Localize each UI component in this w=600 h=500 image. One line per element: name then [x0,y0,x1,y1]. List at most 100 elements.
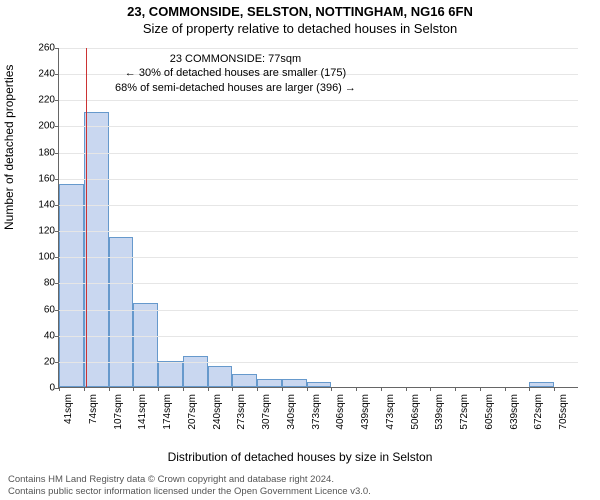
y-tick-label: 40 [25,330,55,341]
gridline [59,362,578,363]
x-tick-label: 473sqm [385,394,396,454]
gridline [59,100,578,101]
histogram-bar [158,361,183,387]
y-tick-label: 140 [25,199,55,210]
x-tick-label: 439sqm [360,394,371,454]
histogram-bar [208,366,233,387]
chart-title-line2: Size of property relative to detached ho… [0,21,600,36]
annotation-line3: 68% of semi-detached houses are larger (… [115,81,356,95]
y-tick-label: 160 [25,173,55,184]
gridline [59,231,578,232]
histogram-bar [257,379,282,387]
x-tick-mark [257,387,258,391]
x-tick-label: 539sqm [434,394,445,454]
y-tick-mark [55,74,59,75]
x-tick-label: 307sqm [261,394,272,454]
x-tick-label: 672sqm [533,394,544,454]
y-tick-label: 0 [25,383,55,394]
gridline [59,48,578,49]
gridline [59,336,578,337]
gridline [59,205,578,206]
histogram-bar [232,374,257,387]
histogram-bar [307,382,332,387]
chart-plot-area: 02040608010012014016018020022024026041sq… [58,48,578,388]
y-tick-label: 80 [25,278,55,289]
x-tick-mark [455,387,456,391]
footer-line2: Contains public sector information licen… [8,486,371,498]
y-tick-label: 60 [25,304,55,315]
y-tick-mark [55,231,59,232]
y-tick-mark [55,126,59,127]
y-tick-label: 180 [25,147,55,158]
histogram-bar [109,237,134,387]
x-axis-label: Distribution of detached houses by size … [0,450,600,464]
histogram-bar [529,382,554,387]
y-tick-label: 220 [25,95,55,106]
x-tick-mark [232,387,233,391]
x-tick-label: 174sqm [162,394,173,454]
x-tick-label: 705sqm [558,394,569,454]
y-tick-mark [55,283,59,284]
gridline [59,153,578,154]
x-tick-mark [307,387,308,391]
x-tick-mark [208,387,209,391]
y-axis-label: Number of detached properties [2,65,16,230]
histogram-bar [59,184,84,387]
x-tick-mark [133,387,134,391]
x-tick-mark [480,387,481,391]
gridline [59,179,578,180]
y-tick-label: 200 [25,121,55,132]
gridline [59,310,578,311]
histogram-bar [133,303,158,387]
x-tick-label: 141sqm [137,394,148,454]
x-tick-label: 340sqm [286,394,297,454]
x-tick-mark [430,387,431,391]
gridline [59,257,578,258]
x-tick-mark [158,387,159,391]
x-tick-mark [59,387,60,391]
y-tick-mark [55,205,59,206]
property-marker-line [86,48,87,387]
y-tick-label: 120 [25,226,55,237]
x-tick-mark [554,387,555,391]
chart-title-line1: 23, COMMONSIDE, SELSTON, NOTTINGHAM, NG1… [0,4,600,19]
y-tick-mark [55,153,59,154]
histogram-bar [183,356,208,387]
x-tick-label: 273sqm [236,394,247,454]
annotation-line1: 23 COMMONSIDE: 77sqm [115,52,356,66]
x-tick-label: 41sqm [63,394,74,454]
y-tick-mark [55,179,59,180]
gridline [59,126,578,127]
x-tick-label: 107sqm [113,394,124,454]
y-tick-label: 20 [25,356,55,367]
chart-title-block: 23, COMMONSIDE, SELSTON, NOTTINGHAM, NG1… [0,0,600,36]
footer-attribution: Contains HM Land Registry data © Crown c… [8,474,371,498]
y-tick-mark [55,336,59,337]
x-tick-label: 605sqm [484,394,495,454]
x-tick-mark [109,387,110,391]
gridline [59,283,578,284]
x-tick-label: 207sqm [187,394,198,454]
x-tick-mark [183,387,184,391]
callout-annotation: 23 COMMONSIDE: 77sqm ← 30% of detached h… [115,52,356,95]
x-tick-label: 572sqm [459,394,470,454]
x-tick-label: 506sqm [410,394,421,454]
x-tick-mark [331,387,332,391]
y-tick-mark [55,310,59,311]
x-tick-mark [529,387,530,391]
y-tick-label: 260 [25,43,55,54]
y-tick-mark [55,257,59,258]
y-tick-mark [55,100,59,101]
x-tick-mark [84,387,85,391]
x-tick-mark [406,387,407,391]
x-tick-mark [505,387,506,391]
y-tick-label: 100 [25,252,55,263]
x-tick-mark [381,387,382,391]
x-tick-label: 406sqm [335,394,346,454]
x-tick-mark [356,387,357,391]
y-tick-mark [55,48,59,49]
x-tick-mark [282,387,283,391]
x-tick-label: 74sqm [88,394,99,454]
histogram-bar [282,379,307,387]
annotation-line2: ← 30% of detached houses are smaller (17… [115,66,356,80]
